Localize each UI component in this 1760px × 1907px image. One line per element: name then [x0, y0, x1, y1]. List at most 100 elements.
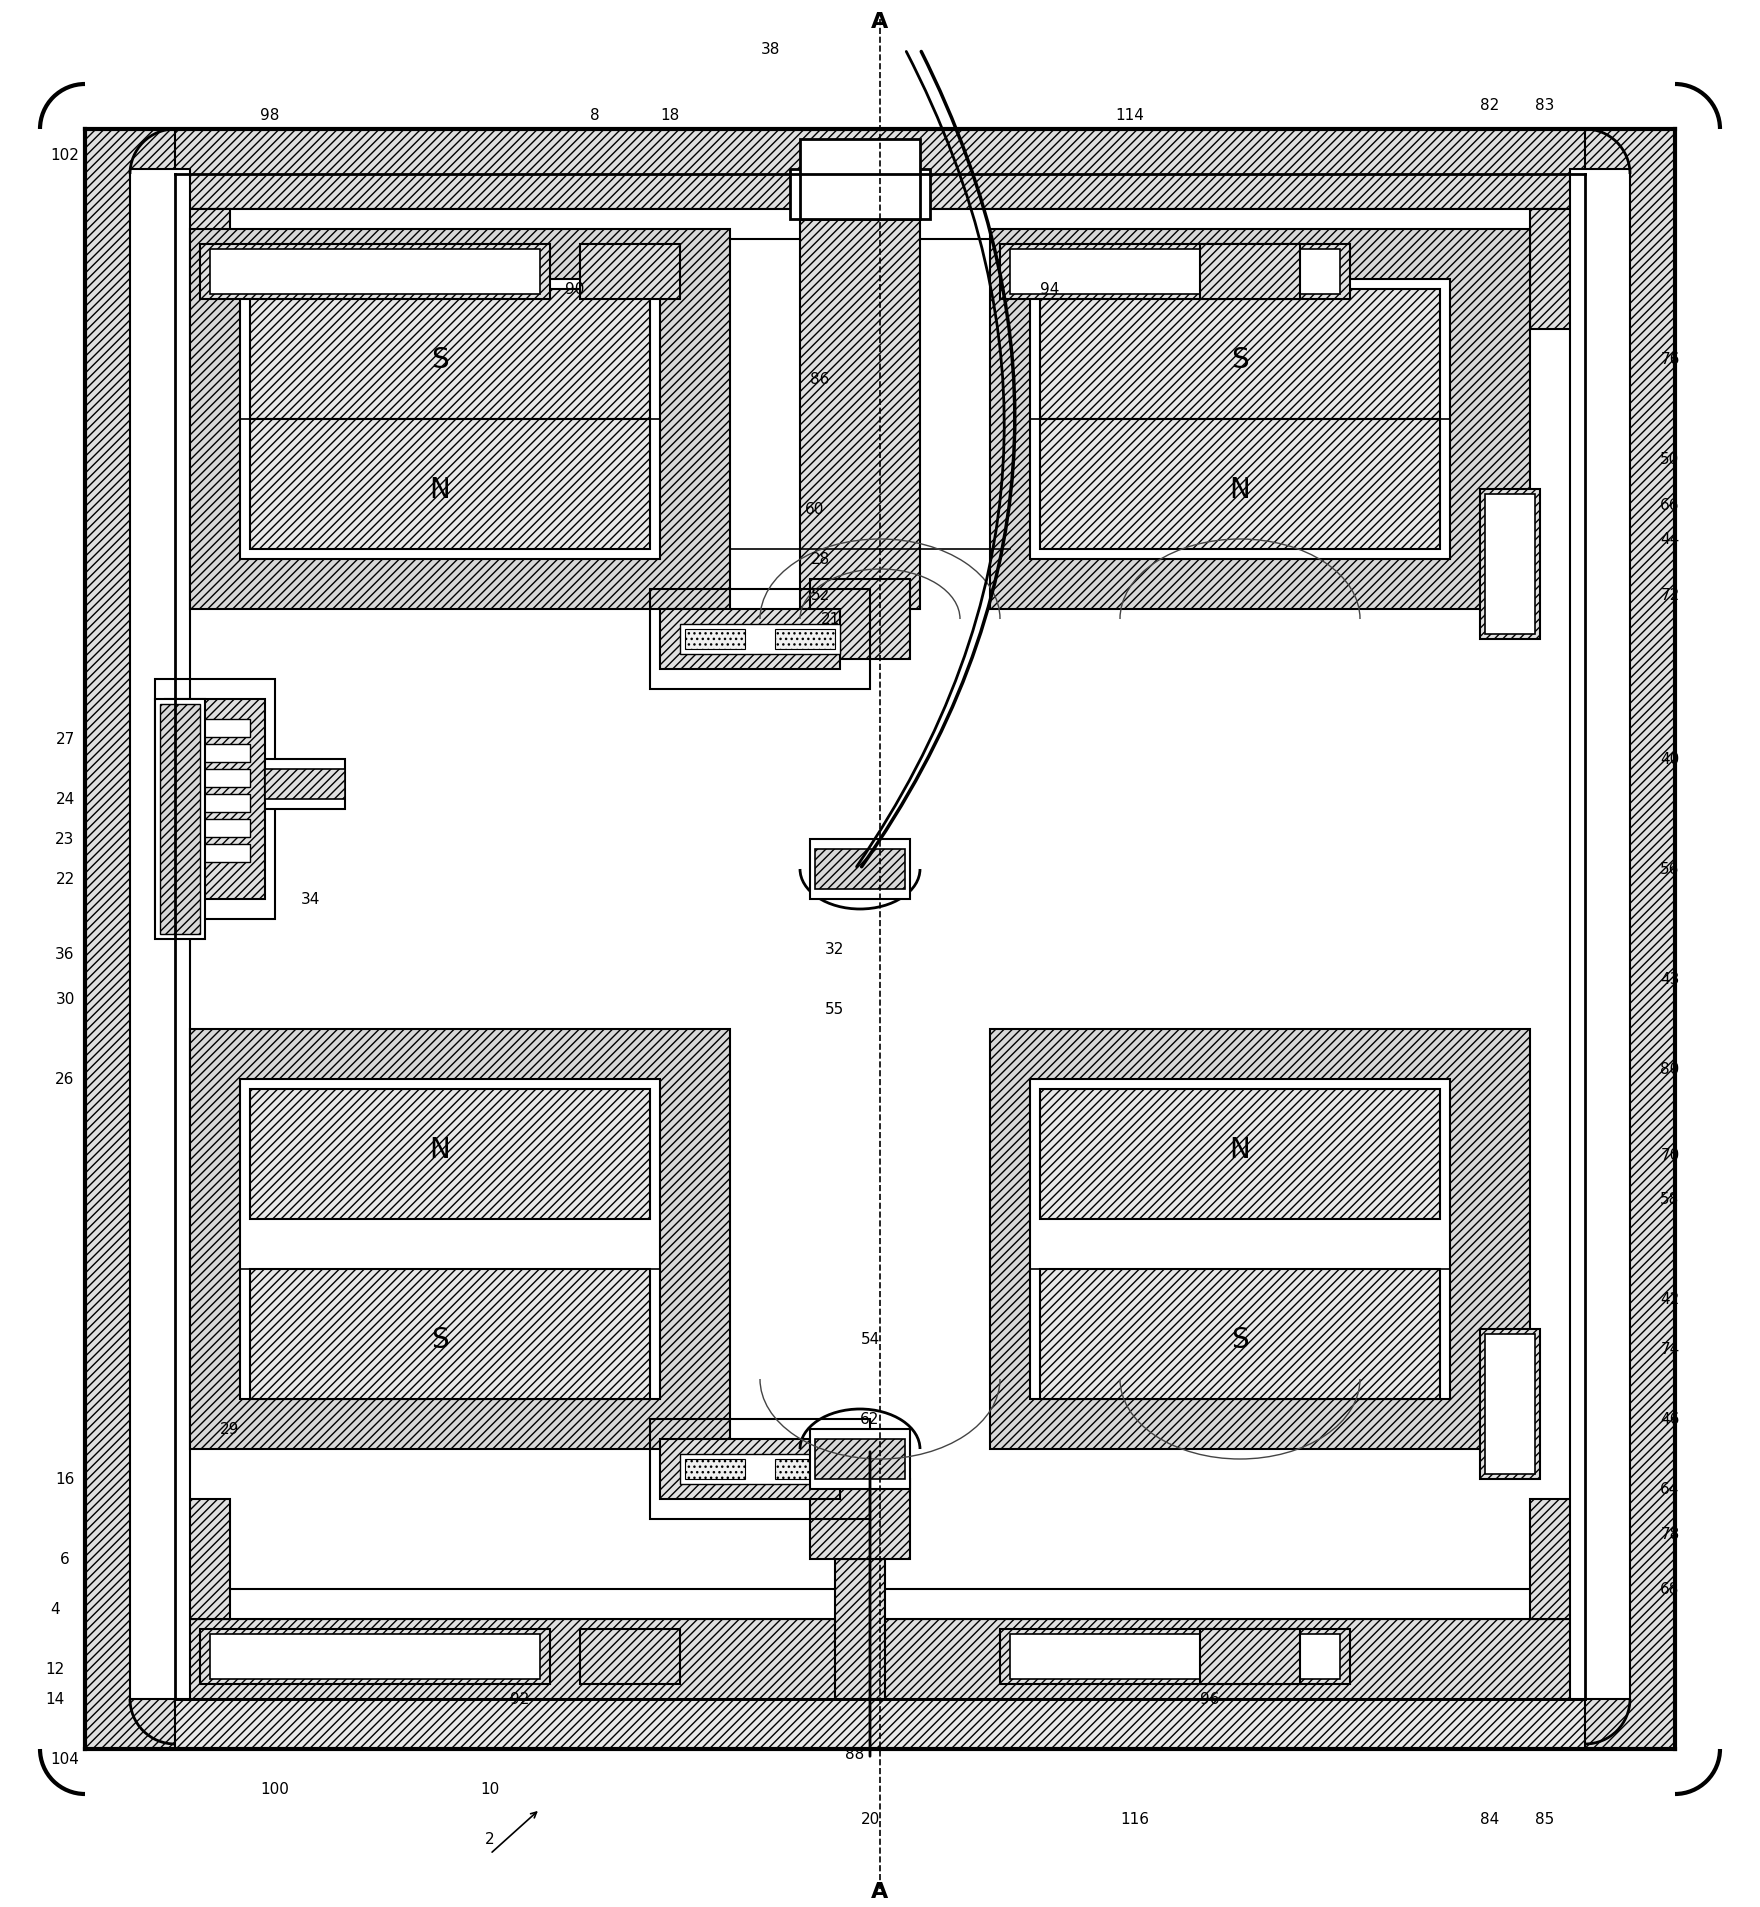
Text: 64: 64 [1660, 1482, 1679, 1497]
Text: 84: 84 [1480, 1812, 1500, 1827]
Text: 50: 50 [1660, 452, 1679, 467]
Bar [815, 1440, 905, 1480]
Text: 102: 102 [51, 147, 79, 162]
Text: 12: 12 [46, 1661, 65, 1676]
Bar [790, 170, 929, 219]
Bar [1529, 210, 1630, 330]
Text: 38: 38 [760, 42, 780, 57]
Bar [171, 744, 250, 763]
Text: 114: 114 [1116, 107, 1144, 122]
Bar [84, 130, 1676, 1749]
Text: N: N [1230, 475, 1250, 503]
Bar [1030, 1079, 1450, 1400]
Bar [171, 845, 250, 862]
Bar [171, 770, 250, 788]
Bar [171, 719, 250, 738]
Bar [989, 231, 1529, 610]
Bar [679, 625, 840, 654]
Text: 83: 83 [1535, 97, 1554, 113]
Bar [209, 1634, 540, 1680]
Bar [171, 795, 250, 812]
Bar [774, 1459, 834, 1480]
Text: N: N [429, 475, 451, 503]
Text: 58: 58 [1660, 1192, 1679, 1207]
Bar [1570, 170, 1630, 1699]
Text: 86: 86 [810, 372, 829, 387]
Text: 32: 32 [825, 942, 845, 957]
Text: 28: 28 [810, 553, 829, 566]
Text: S: S [1232, 1325, 1250, 1354]
Text: 29: 29 [220, 1423, 239, 1436]
Text: 70: 70 [1660, 1146, 1679, 1161]
Bar [810, 839, 910, 900]
Bar [190, 1030, 730, 1449]
Bar [815, 849, 905, 889]
Text: 14: 14 [46, 1692, 65, 1707]
Bar [171, 820, 250, 837]
Text: 88: 88 [845, 1747, 864, 1762]
Text: 68: 68 [1660, 1581, 1679, 1596]
Text: 90: 90 [565, 282, 584, 297]
Bar [1200, 244, 1301, 299]
Text: 72: 72 [1660, 587, 1679, 603]
Text: 96: 96 [1200, 1692, 1220, 1707]
Bar [1485, 1335, 1535, 1474]
Text: 21: 21 [820, 612, 840, 627]
Bar [155, 679, 275, 919]
Bar [801, 139, 920, 219]
Text: 92: 92 [510, 1692, 530, 1707]
Text: 54: 54 [861, 1331, 880, 1346]
Text: 52: 52 [810, 587, 829, 603]
Bar [209, 250, 540, 296]
Text: 27: 27 [55, 732, 74, 748]
Bar [1529, 1499, 1630, 1619]
Bar [1040, 1270, 1440, 1400]
Bar [180, 210, 1580, 240]
Bar [1010, 1634, 1339, 1680]
Text: 34: 34 [301, 892, 320, 908]
Text: 76: 76 [1660, 353, 1679, 368]
Text: 26: 26 [55, 1072, 74, 1087]
Text: 80: 80 [1660, 1062, 1679, 1077]
Text: 66: 66 [1660, 498, 1679, 513]
Text: N: N [1230, 1135, 1250, 1163]
Bar [581, 244, 679, 299]
Text: 30: 30 [55, 992, 74, 1007]
Text: S: S [1232, 345, 1250, 374]
Text: 98: 98 [260, 107, 280, 122]
Bar [201, 244, 551, 299]
Text: 100: 100 [260, 1781, 289, 1796]
Text: 20: 20 [861, 1812, 880, 1827]
Text: 44: 44 [1660, 532, 1679, 547]
Bar [250, 420, 649, 549]
Bar [1200, 1629, 1301, 1684]
Text: 78: 78 [1660, 1528, 1679, 1541]
Bar [165, 700, 266, 900]
Text: A: A [871, 11, 889, 32]
Bar [130, 1619, 1630, 1699]
Bar [834, 1560, 885, 1699]
Text: S: S [431, 1325, 449, 1354]
Bar [266, 770, 345, 799]
Text: 10: 10 [480, 1781, 500, 1796]
Text: 85: 85 [1535, 1812, 1554, 1827]
Bar [1040, 420, 1440, 549]
Bar [190, 231, 730, 610]
Text: 18: 18 [660, 107, 679, 122]
Text: 22: 22 [55, 871, 74, 887]
Text: 74: 74 [1660, 1343, 1679, 1356]
Text: 62: 62 [861, 1411, 880, 1426]
Text: 24: 24 [55, 791, 74, 807]
Text: 46: 46 [1660, 1411, 1679, 1426]
Text: 82: 82 [1480, 97, 1500, 113]
Bar [1480, 1329, 1540, 1480]
Text: 60: 60 [806, 502, 825, 517]
Bar [774, 629, 834, 650]
Bar [801, 170, 920, 610]
Bar [1000, 244, 1350, 299]
Text: 8: 8 [590, 107, 600, 122]
Bar [1586, 130, 1676, 1749]
Bar [130, 210, 231, 330]
Text: A: A [871, 1880, 889, 1901]
Bar [1030, 280, 1450, 561]
